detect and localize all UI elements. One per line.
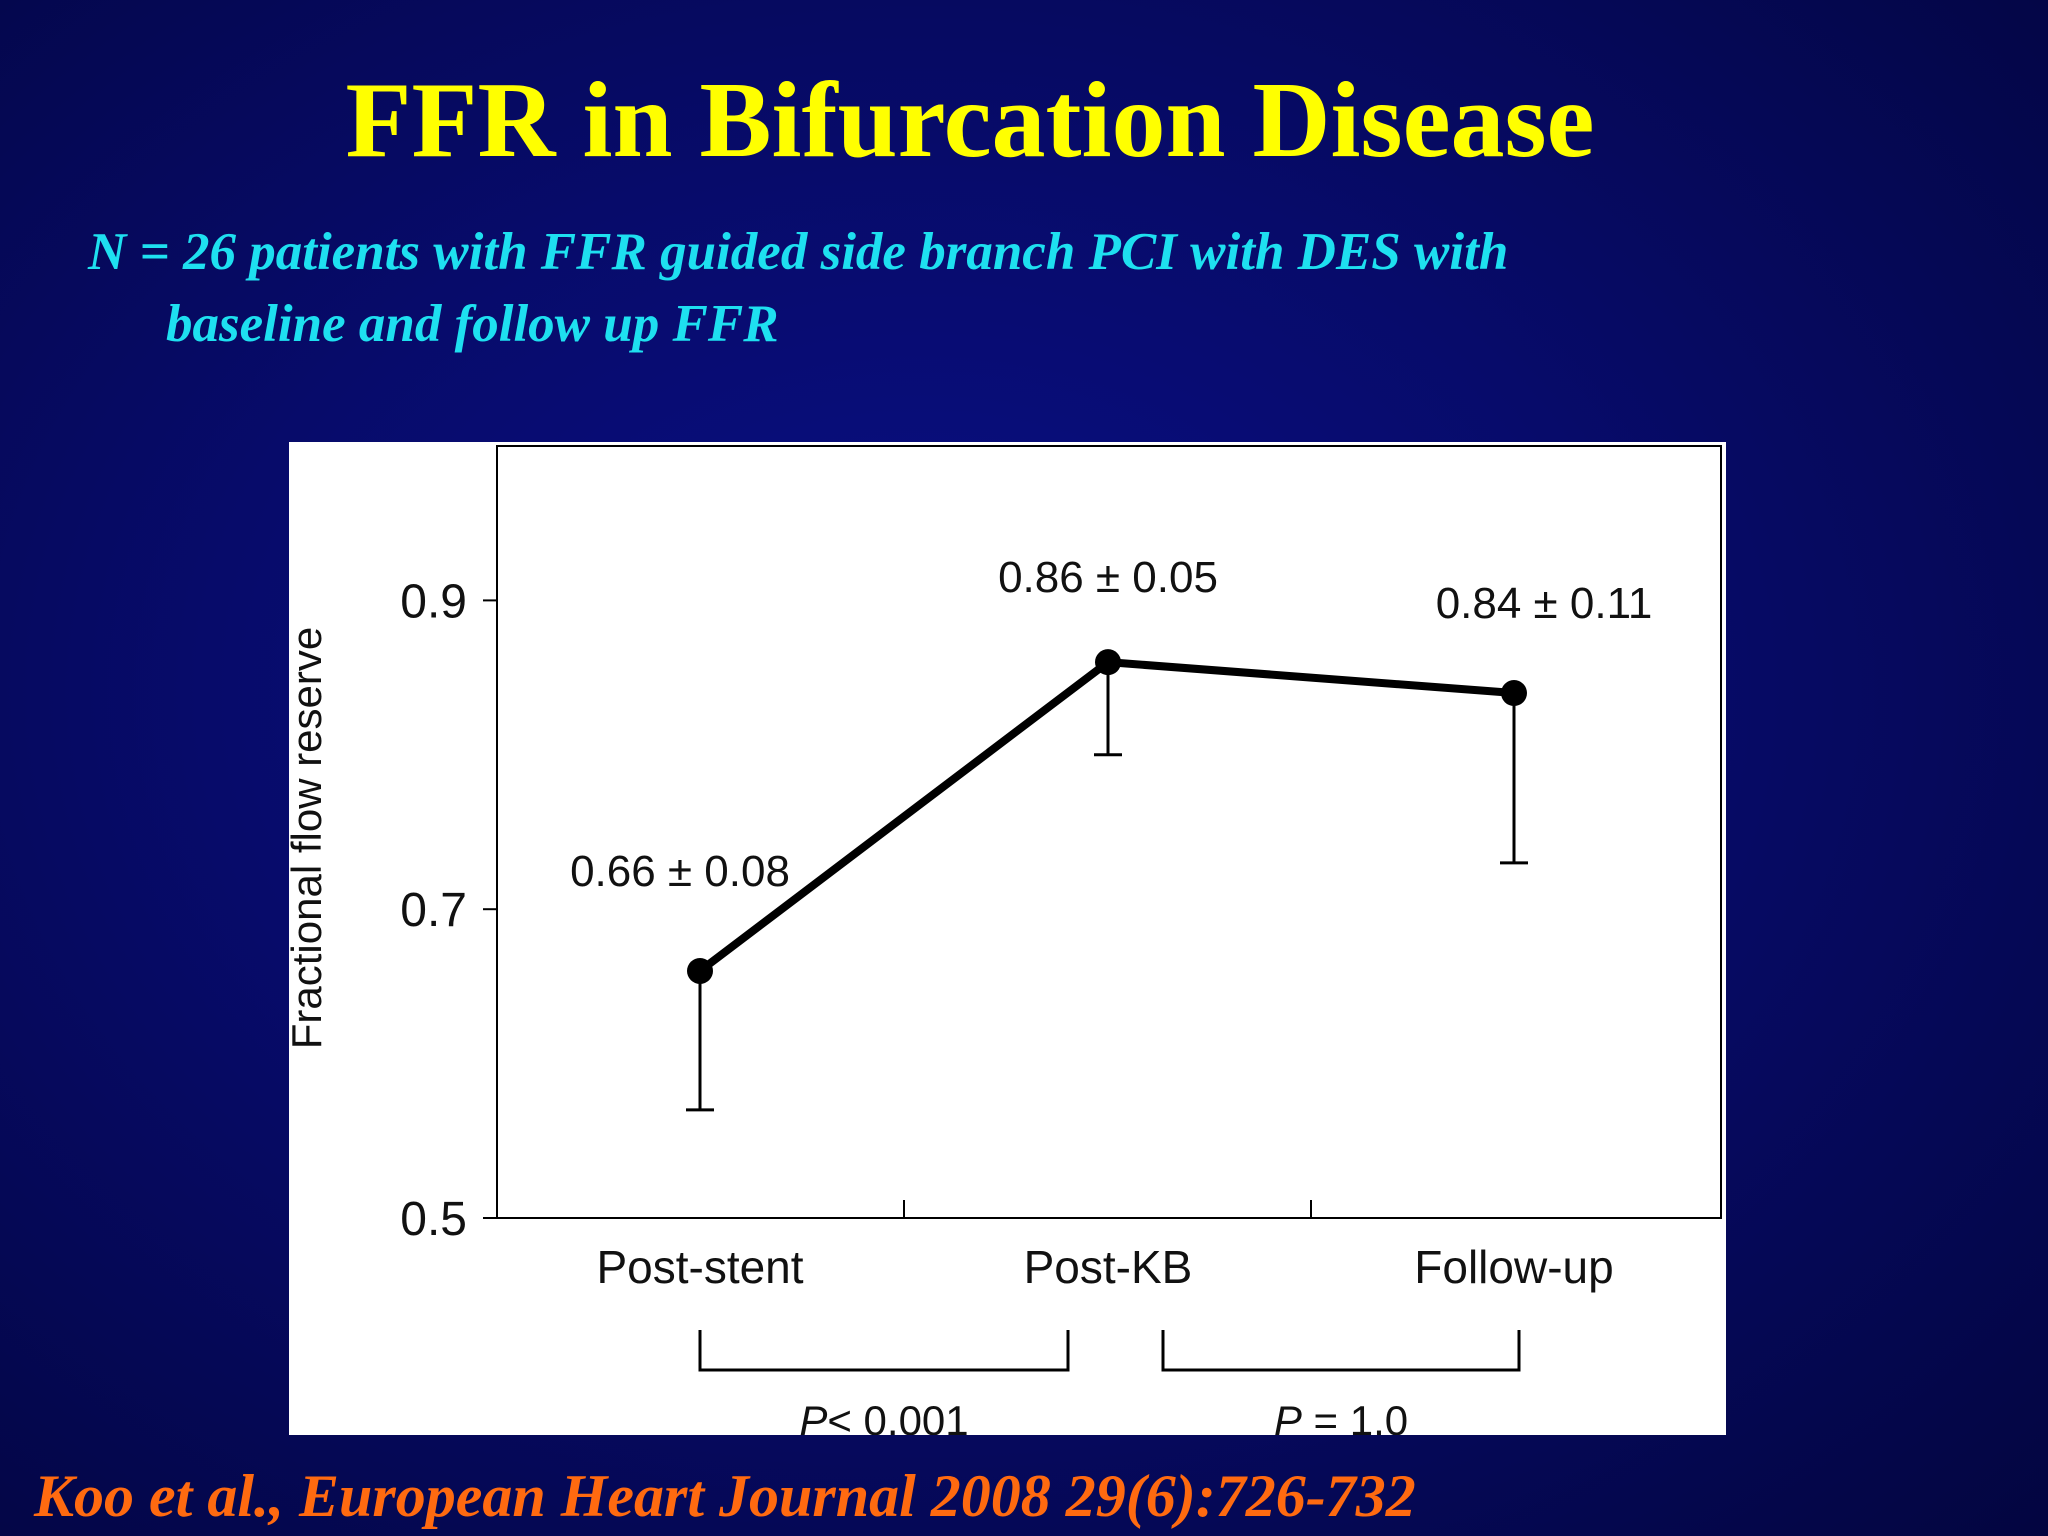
significance-bracket <box>1161 1330 1521 1372</box>
study-description-line2: baseline and follow up FFR <box>166 295 779 353</box>
p-value-label: P< 0.001 <box>799 1397 968 1435</box>
data-point <box>1095 649 1121 676</box>
ffr-line-chart: 0.5 0.7 0.9 Fractional flow reserve Post-ste… <box>289 445 1722 1435</box>
citation: Koo et al., European Heart Journal 2008 … <box>34 1463 1416 1529</box>
study-description: N = 26 patients with FFR guided side bra… <box>88 216 1688 360</box>
data-label: 0.84 ± 0.11 <box>1436 579 1653 628</box>
x-tick-label: Post-KB <box>1024 1241 1193 1293</box>
y-tick-label: 0.5 <box>400 1193 467 1246</box>
data-label: 0.86 ± 0.05 <box>998 553 1218 602</box>
slide-title: FFR in Bifurcation Disease <box>345 61 1595 180</box>
data-point <box>687 957 713 984</box>
x-tick-label: Post-stent <box>596 1241 803 1293</box>
significance-bracket <box>698 1330 1070 1372</box>
study-description-line1: N = 26 patients with FFR guided side bra… <box>88 223 1509 281</box>
y-tick-label: 0.7 <box>400 884 467 937</box>
plot-frame <box>496 445 1722 1219</box>
y-axis-label: Fractional flow reserve <box>289 627 330 1049</box>
y-tick-label: 0.9 <box>400 575 467 628</box>
data-point <box>1501 680 1527 707</box>
x-tick-label: Follow-up <box>1414 1241 1613 1293</box>
p-value-label: P = 1.0 <box>1274 1397 1408 1435</box>
data-label: 0.66 ± 0.08 <box>570 847 790 896</box>
ffr-chart-panel: 0.5 0.7 0.9 Fractional flow reserve Post-ste… <box>289 442 1726 1435</box>
